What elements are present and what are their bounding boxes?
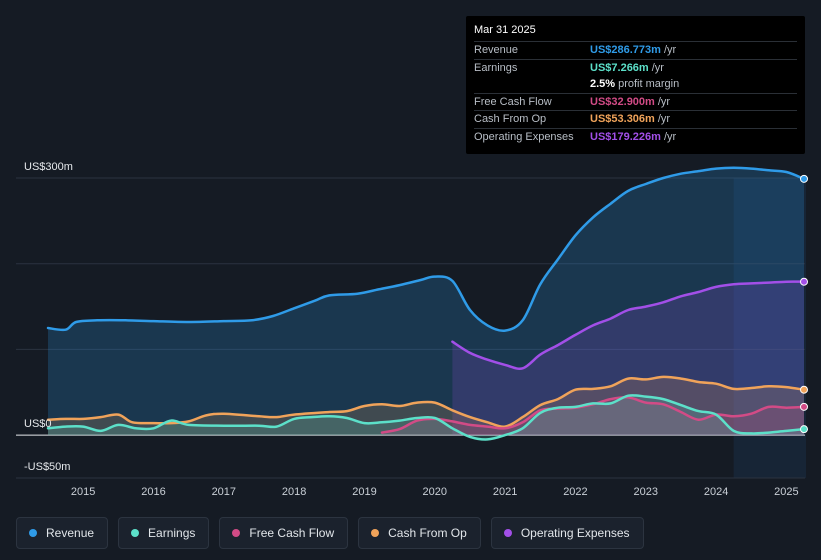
tooltip-unit: /yr [663,44,677,57]
tooltip-row-revenue: Revenue US$286.773m /yr [474,41,797,59]
revenue-endpoint [800,174,808,183]
x-tick-label: 2016 [141,486,165,498]
x-tick-label: 2021 [493,486,517,498]
x-tick-label: 2017 [212,486,236,498]
tooltip-row-free-cash-flow: Free Cash Flow US$32.900m /yr [474,92,797,111]
revenue-dot-icon [29,529,37,537]
earnings-line [46,394,806,441]
legend-item-cash-from-op[interactable]: Cash From Op [358,517,481,549]
x-tick-label: 2015 [71,486,95,498]
tooltip-label: Cash From Op [474,113,547,126]
legend-item-earnings[interactable]: Earnings [118,517,210,549]
operating-expenses-endpoint [800,277,808,286]
series-areas [48,167,804,440]
tooltip-value: US$179.226m [590,130,661,143]
x-tick-labels: 2015 2016 2017 2018 2019 2020 2021 2022 2023 2024… [71,486,799,498]
x-tick-label: 2023 [634,486,658,498]
free-cash-flow-dot-icon [232,529,241,537]
x-tick-label: 2018 [282,486,306,498]
tooltip-label: Operating Expenses [474,130,574,143]
tooltip-label: Earnings [474,61,518,74]
free-cash-flow-area [382,397,804,436]
revenue-line [46,166,806,332]
x-tick-label: 2020 [423,486,447,498]
tooltip-value: US$53.306m [590,113,655,126]
legend-item-revenue[interactable]: Revenue [16,517,109,549]
tooltip-row-earnings: Earnings US$7.266m /yr [474,58,797,77]
operating-expenses-dot-icon [503,529,512,537]
tooltip-value: 2.5% [590,78,616,91]
legend-label: Earnings [148,526,196,540]
earnings-endpoint [800,425,808,434]
x-tick-label: 2022 [563,486,587,498]
tooltip-unit: profit margin [618,78,680,91]
free-cash-flow-endpoint [800,402,808,411]
legend-item-free-cash-flow[interactable]: Free Cash Flow [219,517,349,549]
legend-item-operating-expenses[interactable]: Operating Expenses [490,517,644,549]
y-tick-label-bottom: -US$50m [24,461,70,473]
operating-expenses-line [451,280,806,370]
cash-from-op-area [48,376,804,436]
cash-from-op-dot-icon [371,529,380,537]
legend-label: Free Cash Flow [249,526,335,540]
revenue-area [48,167,804,436]
series-lines [46,166,806,441]
y-tick-label-zero: US$0 [24,418,52,430]
legend-label: Cash From Op [388,526,467,540]
tooltip-row-margin: 2.5% profit margin [474,76,797,93]
future-shade [733,178,806,478]
series-endpoints [800,174,808,434]
y-tick-label-top: US$300m [24,161,73,173]
tooltip-label: Revenue [474,44,519,57]
tooltip-value: US$32.900m [590,95,655,108]
tooltip-label: Free Cash Flow [474,95,552,108]
x-tick-label: 2025 [774,486,798,498]
grid-lines [16,177,805,479]
tooltip-date: Mar 31 2025 [474,24,536,36]
earnings-dot-icon [131,529,140,537]
tooltip-unit: /yr [657,113,671,126]
chart: US$300m US$0 -US$50m 2015 2016 2017 2018 201… [16,161,808,498]
x-tick-label: 2019 [352,486,376,498]
tooltip-unit: /yr [663,130,677,143]
tooltip-value: US$7.266m [590,61,649,74]
legend-label: Operating Expenses [520,526,630,540]
x-tick-label: 2024 [704,486,728,498]
cash-from-op-endpoint [800,385,808,394]
legend: Revenue Earnings Free Cash Flow Cash Fro… [16,517,644,549]
tooltip-row-cash-from-op: Cash From Op US$53.306m /yr [474,110,797,128]
tooltip-row-operating-expenses: Operating Expenses US$179.226m /yr [474,127,797,146]
cash-from-op-line [46,375,806,428]
tooltip-unit: /yr [657,95,671,108]
tooltip-unit: /yr [651,61,664,74]
tooltip-value: US$286.773m [590,44,661,57]
operating-expenses-area [452,281,804,436]
tooltip: Mar 31 2025 Revenue US$286.773m /yr Earn… [466,16,805,154]
legend-label: Revenue [46,526,95,540]
